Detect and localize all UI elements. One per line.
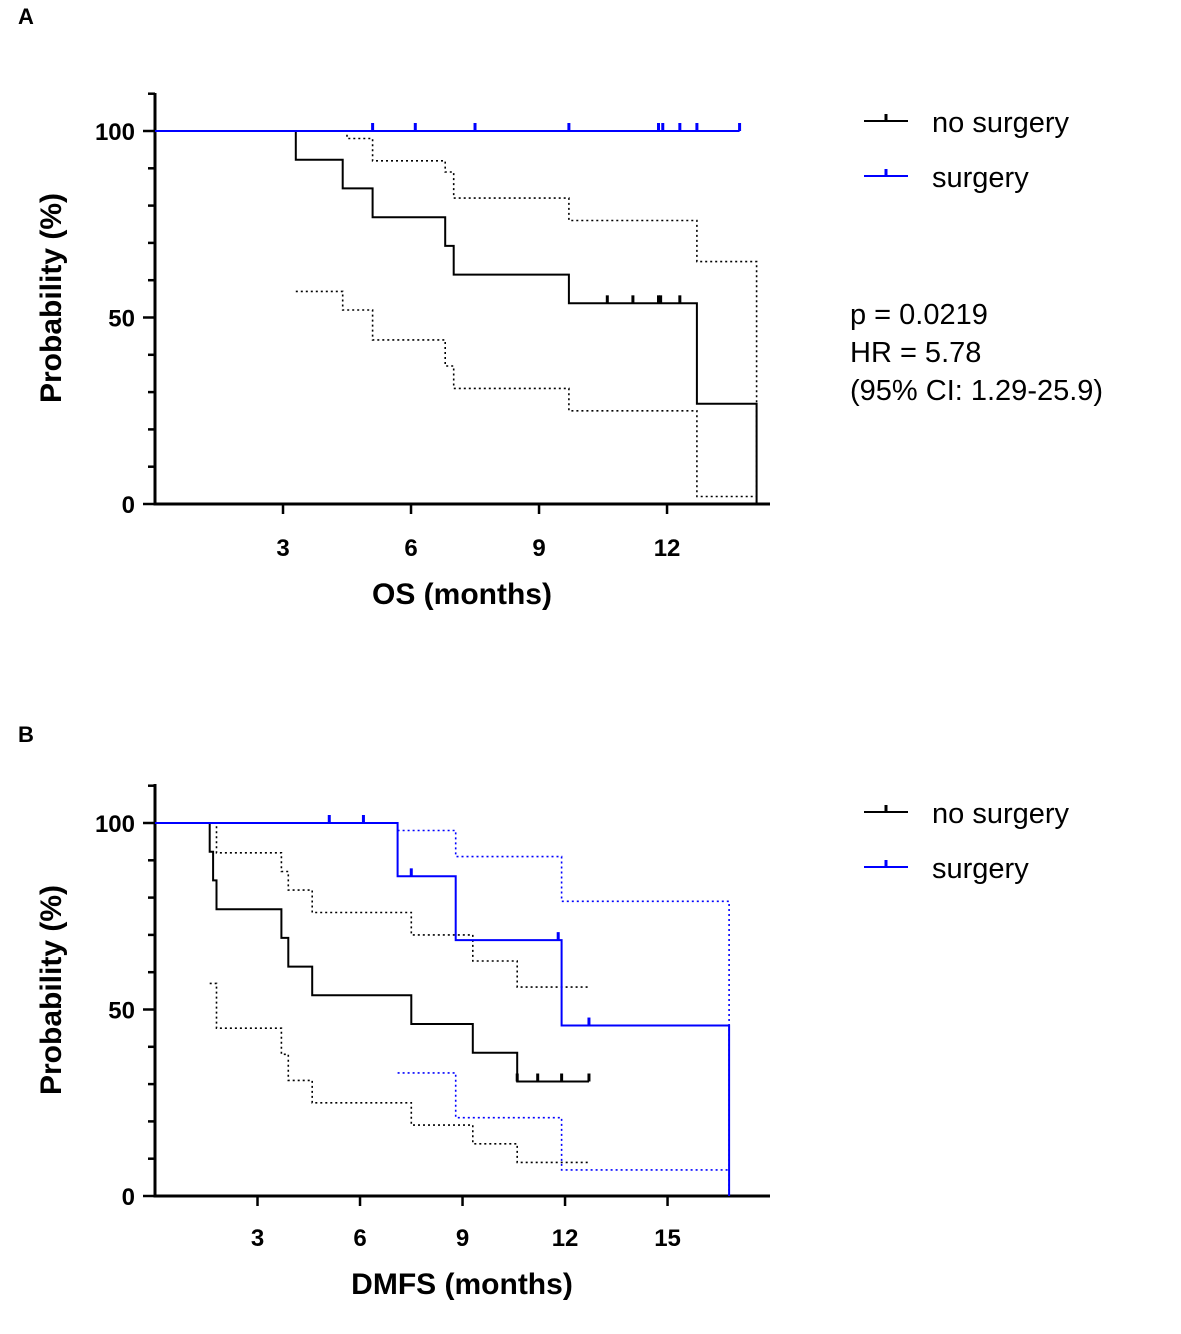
y-tick-label-a: 100 bbox=[95, 119, 135, 146]
stats-confidence-interval: (95% CI: 1.29-25.9) bbox=[850, 375, 1103, 407]
x-axis-title-b: DMFS (months) bbox=[351, 1268, 573, 1301]
legend-label-no-surgery-a: no surgery bbox=[932, 107, 1070, 139]
survival-curve-no-surgery-a bbox=[155, 130, 758, 504]
ci-upper-no-surgery-a bbox=[295, 130, 758, 504]
y-tick-label-a: 50 bbox=[108, 306, 135, 333]
ci-lower-no-surgery-b bbox=[209, 982, 589, 1164]
stats-p-value: p = 0.0219 bbox=[850, 299, 988, 331]
stats-hazard-ratio: HR = 5.78 bbox=[850, 337, 981, 369]
survival-curve-surgery-b bbox=[155, 822, 731, 1196]
y-axis-title-b: Probability (%) bbox=[35, 885, 68, 1095]
legend-label-no-surgery-b: no surgery bbox=[932, 798, 1070, 830]
ci-lower-no-surgery-a bbox=[295, 290, 757, 498]
panel-b: B 0 50 100 3 6 9 12 15 DMFS (months) Probabilit… bbox=[18, 722, 1070, 1301]
legend-label-surgery-b: surgery bbox=[932, 853, 1029, 885]
ci-lower-surgery-b bbox=[397, 1072, 730, 1171]
y-tick-label-b: 0 bbox=[122, 1184, 135, 1211]
panel-a: A 0 50 100 3 6 9 12 OS (months) Probability (%… bbox=[18, 4, 1103, 611]
legend-label-surgery-a: surgery bbox=[932, 162, 1029, 194]
plot-area-b: 0 50 100 3 6 9 12 15 bbox=[95, 784, 770, 1252]
y-axis-title-a: Probability (%) bbox=[35, 193, 68, 403]
x-tick-label-b: 6 bbox=[353, 1225, 366, 1252]
x-tick-label-a: 9 bbox=[532, 535, 545, 562]
survival-curve-no-surgery-b bbox=[155, 822, 589, 1083]
x-tick-label-a: 6 bbox=[404, 535, 417, 562]
y-tick-label-b: 100 bbox=[95, 811, 135, 838]
legend-b: no surgery surgery bbox=[864, 798, 1070, 885]
x-tick-label-b: 3 bbox=[251, 1225, 264, 1252]
legend-swatch-surgery-a bbox=[864, 169, 908, 177]
legend-swatch-surgery-b bbox=[864, 860, 908, 868]
ci-upper-no-surgery-b bbox=[209, 822, 589, 988]
y-tick-label-b: 50 bbox=[108, 998, 135, 1025]
legend-swatch-no-surgery-b bbox=[864, 805, 908, 813]
stats-annotation: p = 0.0219 HR = 5.78 (95% CI: 1.29-25.9) bbox=[850, 299, 1103, 407]
x-tick-label-a: 12 bbox=[654, 535, 681, 562]
x-tick-label-b: 9 bbox=[456, 1225, 469, 1252]
x-tick-label-b: 15 bbox=[654, 1225, 681, 1252]
x-axis-title-a: OS (months) bbox=[372, 578, 552, 611]
x-tick-label-b: 12 bbox=[552, 1225, 579, 1252]
legend-a: no surgery surgery bbox=[864, 107, 1070, 194]
y-tick-label-a: 0 bbox=[122, 492, 135, 519]
panel-letter-a: A bbox=[18, 4, 34, 29]
legend-swatch-no-surgery-a bbox=[864, 114, 908, 122]
panel-letter-b: B bbox=[18, 722, 34, 747]
x-tick-label-a: 3 bbox=[276, 535, 289, 562]
ci-upper-surgery-b bbox=[397, 829, 730, 1196]
plot-area-a: 0 50 100 3 6 9 12 bbox=[95, 92, 770, 562]
